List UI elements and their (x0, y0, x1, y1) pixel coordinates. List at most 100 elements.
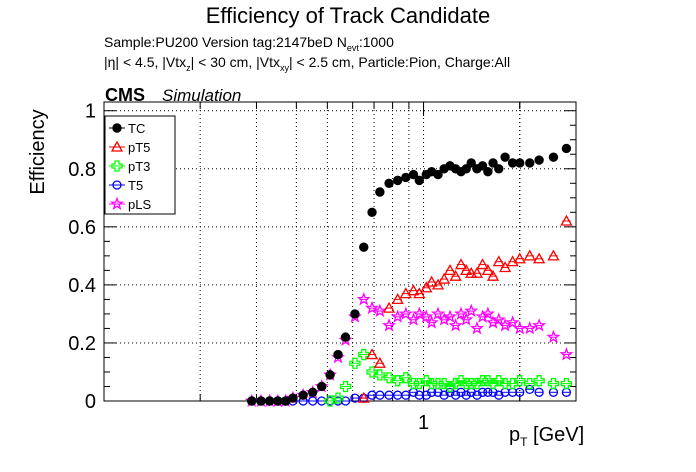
data-point (460, 264, 473, 276)
data-point (365, 348, 379, 360)
legend-label-pt3: pT3 (128, 159, 150, 174)
y-tick-label: 0.2 (68, 333, 96, 355)
data-point (340, 332, 351, 342)
data-point (444, 380, 456, 393)
data-point (366, 366, 378, 378)
data-point (523, 249, 536, 261)
data-point (350, 393, 360, 403)
data-point (534, 387, 544, 397)
data-point (391, 293, 404, 305)
data-point (256, 396, 266, 406)
data-point (454, 306, 469, 320)
data-point (421, 390, 431, 400)
data-point (471, 377, 483, 390)
experiment-label: CMS (105, 85, 145, 105)
data-point (442, 309, 457, 323)
data-point (524, 377, 536, 390)
data-point (316, 381, 327, 392)
data-point (419, 309, 434, 323)
data-point (533, 252, 546, 264)
simulation-label: Simulation (162, 86, 242, 105)
data-point (324, 395, 336, 407)
data-point (349, 357, 361, 369)
data-point (513, 252, 526, 264)
data-point (383, 372, 395, 384)
data-point (448, 318, 463, 332)
data-point (382, 318, 397, 332)
data-point (477, 161, 488, 171)
data-point (445, 387, 455, 397)
data-point (400, 372, 412, 384)
chart-subtitle-cuts: |η| < 4.5, |Vtxz| < 30 cm, |Vtxxy| < 2.5… (104, 54, 511, 73)
data-point (407, 284, 420, 296)
data-point (515, 387, 525, 397)
data-point (449, 377, 462, 390)
data-point (350, 309, 360, 319)
data-point (560, 377, 573, 390)
data-point (375, 390, 385, 400)
data-point (559, 347, 574, 361)
data-point (356, 292, 371, 306)
data-point (443, 264, 457, 276)
data-point (288, 393, 298, 403)
data-point (548, 152, 559, 162)
data-point (333, 349, 343, 360)
data-point (392, 375, 404, 387)
data-point (561, 143, 572, 154)
data-point (401, 390, 411, 400)
data-point (425, 275, 438, 287)
y-tick-label: 0 (85, 391, 96, 413)
data-point (534, 155, 544, 165)
data-point (480, 306, 495, 320)
data-point (505, 315, 520, 329)
data-point (339, 380, 352, 393)
data-point (408, 169, 419, 180)
data-point (481, 264, 494, 276)
data-point (308, 387, 318, 397)
data-point (494, 164, 504, 174)
data-point (401, 172, 411, 183)
legend-label-pls: pLS (128, 197, 151, 212)
data-point (546, 329, 561, 344)
data-point (325, 370, 335, 380)
data-point (476, 258, 489, 270)
legend-label-pt5: pT5 (128, 140, 150, 155)
data-point (454, 258, 468, 270)
legend-marker-pt5 (110, 140, 124, 152)
legend: TC pT5 pT3 T5 pLS (104, 115, 176, 215)
y-tick-label: 1 (85, 101, 96, 123)
data-point (372, 303, 387, 317)
data-point (332, 392, 344, 404)
data-point (475, 309, 490, 323)
data-point (512, 321, 527, 335)
data-point (560, 214, 573, 226)
data-point (515, 158, 525, 168)
data-point (384, 178, 394, 188)
data-point (264, 396, 275, 406)
legend-label-t5: T5 (128, 178, 143, 193)
data-point (500, 152, 510, 162)
data-point (525, 384, 535, 395)
data-point (382, 301, 396, 313)
legend-marker-pt3 (111, 160, 123, 172)
data-point (532, 318, 547, 332)
data-point (514, 375, 526, 387)
series-pt3 (324, 348, 573, 407)
data-point (486, 269, 500, 281)
data-point (439, 390, 449, 400)
data-point (483, 166, 493, 177)
data-point (456, 387, 466, 397)
data-point (357, 391, 370, 403)
data-point (525, 158, 535, 168)
data-point (498, 318, 513, 332)
data-series (244, 143, 574, 407)
y-tick-label: 0.4 (68, 275, 96, 297)
data-point (533, 375, 545, 387)
data-point (298, 390, 308, 400)
series-pt5 (357, 214, 573, 403)
data-point (358, 348, 370, 361)
data-point (470, 266, 484, 278)
chart-title: Efficiency of Track Candidate (205, 3, 491, 28)
data-point (420, 281, 433, 293)
